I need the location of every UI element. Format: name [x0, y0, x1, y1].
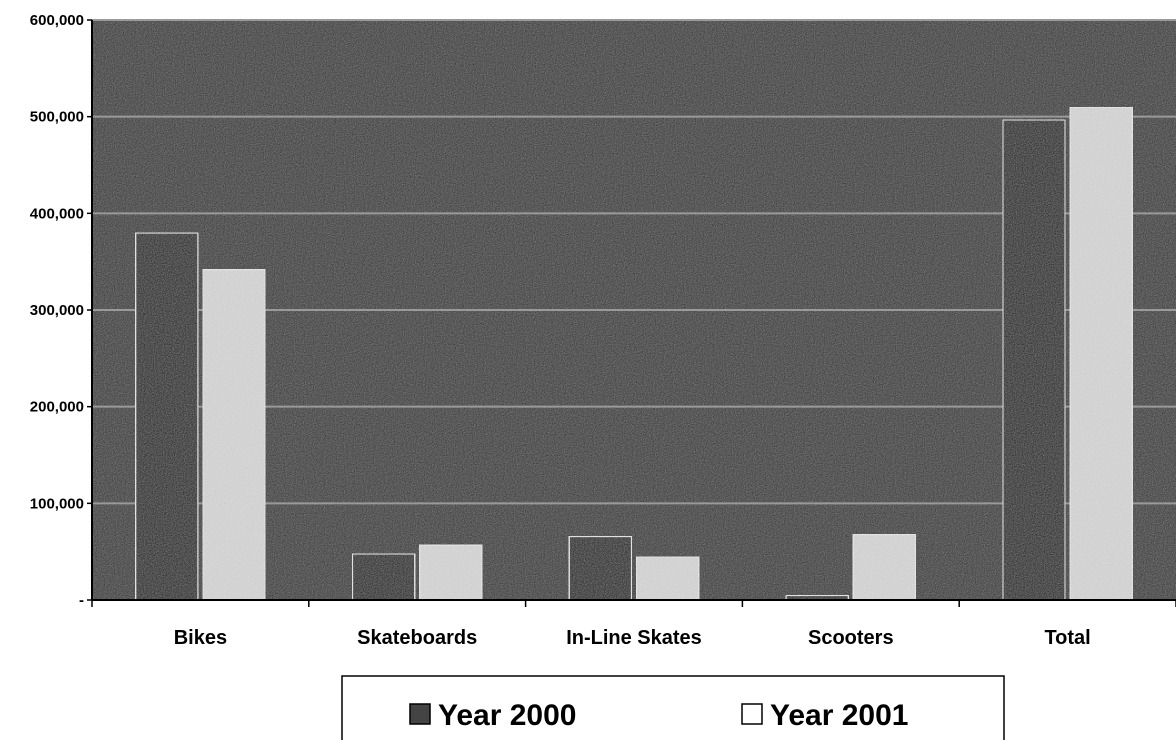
- y-tick-label: 600,000: [30, 12, 84, 29]
- y-tick-label: 100,000: [30, 495, 84, 512]
- bar-year-2000: [567, 535, 633, 602]
- legend-swatch-year-2001: [741, 703, 763, 725]
- x-tick-label: Scooters: [808, 627, 894, 649]
- bar-year-2000: [1001, 118, 1067, 601]
- y-tick-label: -: [79, 592, 84, 609]
- bar-year-2000: [134, 231, 200, 602]
- legend-label: Year 2001: [770, 699, 908, 732]
- y-tick-label: 400,000: [30, 205, 84, 222]
- bars: [134, 106, 1134, 602]
- legend-box: [341, 675, 1005, 740]
- bar-year-2001: [851, 533, 917, 601]
- x-tick-label: Skateboards: [357, 627, 477, 649]
- y-axis-ticks: - 100,000 200,000 300,000 400,000 500,000 600,…: [30, 12, 92, 609]
- legend-label: Year 2000: [438, 699, 576, 732]
- y-tick-label: 200,000: [30, 399, 84, 416]
- axes: [91, 20, 1176, 601]
- x-tick-label: Bikes: [174, 627, 227, 649]
- x-axis-ticks: Bikes Skateboards In-Line Skates Scooters To…: [91, 600, 1176, 649]
- y-tick-label: 300,000: [30, 302, 84, 319]
- bar-year-2001: [635, 555, 701, 601]
- gridlines: [92, 19, 1176, 505]
- bar-year-2001: [201, 268, 267, 601]
- x-tick-label: In-Line Skates: [566, 627, 702, 649]
- legend: Year 2000 Year 2001: [341, 675, 1005, 740]
- bar-year-2001: [1068, 106, 1134, 601]
- y-tick-label: 500,000: [30, 109, 84, 126]
- bar-year-2000: [351, 552, 417, 601]
- legend-swatch-year-2000: [409, 703, 431, 725]
- x-tick-label: Total: [1044, 627, 1090, 649]
- bar-year-2001: [418, 543, 484, 602]
